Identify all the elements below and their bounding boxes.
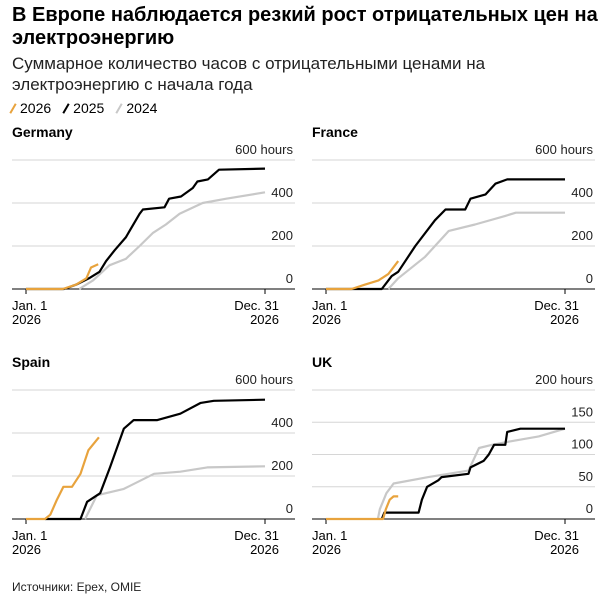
legend-swatch-2026 [9,102,17,114]
x-tick-label: Dec. 31 [234,528,279,543]
x-tick-label: Jan. 1 [12,298,47,313]
y-tick-label: 200 [271,458,293,473]
series-line-2024 [376,427,566,520]
panel-spain: Spain 0 200 400 600 hours Jan. 1 2026 Dec. 31 20… [0,350,300,565]
panel-germany: Germany 0 200 400 600 hours Jan. 1 2026 Dec. 31… [0,120,300,335]
legend-swatch-2025 [62,102,70,114]
legend-item-2026: 2026 [9,100,52,116]
series-line-2024 [78,191,266,290]
x-tick-label: 2026 [312,312,341,327]
y-tick-label: 50 [579,469,593,484]
y-tick-label: 100 [571,437,593,452]
y-tick-label: 400 [271,185,293,200]
legend: 2026 2025 2024 [9,100,158,116]
x-tick-label: 2026 [250,542,279,557]
x-tick-label: Dec. 31 [234,298,279,313]
series-line-2026 [26,263,99,291]
chart-subtitle: Суммарное количество часов с отрицательн… [12,54,486,94]
panel-france: France 0 200 400 600 hours Jan. 1 2026 Dec. 31 2… [300,120,600,335]
y-tick-label: 150 [571,404,593,419]
legend-item-2024: 2024 [115,100,158,116]
y-tick-label: 200 [271,228,293,243]
x-tick-label: Jan. 1 [312,528,347,543]
y-tick-label: 0 [586,271,593,286]
y-tick-label: 200 hours [535,372,593,387]
x-tick-label: 2026 [550,312,579,327]
legend-swatch-2024 [115,102,123,114]
series-line-2026 [26,436,100,521]
series-line-2026 [326,260,400,291]
y-tick-label: 600 hours [535,142,593,157]
legend-item-2025: 2025 [62,100,105,116]
series-line-2024 [387,211,565,290]
series-line-2026 [326,495,399,521]
y-tick-label: 600 hours [235,372,293,387]
x-tick-label: 2026 [250,312,279,327]
x-tick-label: Jan. 1 [12,528,47,543]
source-note: Источники: Epex, OMIE [12,580,142,594]
series-line-2025 [45,398,266,521]
x-tick-label: 2026 [12,312,41,327]
panel-title: France [312,124,358,140]
y-tick-label: 0 [286,501,293,516]
panel-title: Spain [12,354,50,370]
panel-title: UK [312,354,332,370]
chart-title: В Европе наблюдается резкий рост отрицат… [12,4,598,49]
series-line-2024 [84,465,266,520]
legend-label: 2024 [126,100,158,116]
y-tick-label: 0 [586,501,593,516]
panel-title: Germany [12,124,73,140]
y-tick-label: 200 [571,228,593,243]
legend-label: 2026 [20,100,52,116]
x-tick-label: 2026 [312,542,341,557]
panel-uk: UK 0 50 100 150 200 hours Jan. 1 2026 Dec. 31 202… [300,350,600,565]
x-tick-label: Dec. 31 [534,298,579,313]
x-tick-label: Dec. 31 [534,528,579,543]
series-line-2025 [380,427,565,520]
x-tick-label: 2026 [12,542,41,557]
x-tick-label: 2026 [550,542,579,557]
y-tick-label: 600 hours [235,142,293,157]
legend-label: 2025 [73,100,105,116]
x-tick-label: Jan. 1 [312,298,347,313]
y-tick-label: 400 [271,415,293,430]
series-line-2025 [326,178,565,291]
y-tick-label: 400 [571,185,593,200]
y-tick-label: 0 [286,271,293,286]
series-line-2025 [26,167,266,291]
